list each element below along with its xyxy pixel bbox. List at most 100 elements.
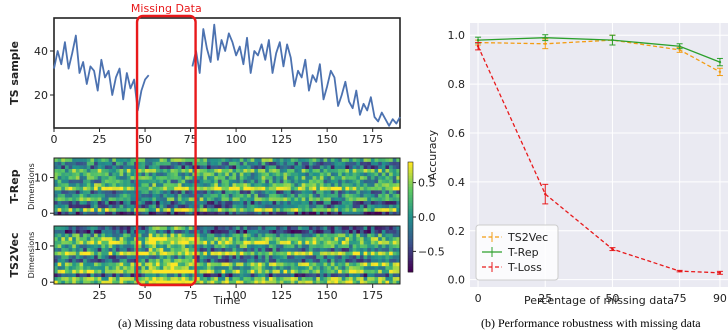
ts2vec-heat-cell-r2-c33 <box>174 273 179 278</box>
trep-heat-cell-r0-c41 <box>203 211 208 216</box>
trep-heat-cell-r8-c80 <box>345 182 350 187</box>
trep-heat-cell-r3-c82 <box>352 200 357 205</box>
trep-heat-cell-r8-c26 <box>148 182 153 187</box>
trep-heat-cell-r7-c3 <box>64 186 69 191</box>
ts2vec-heat-cell-r11-c47 <box>225 240 230 245</box>
colorbar-step-36 <box>408 261 413 265</box>
ts2vec-heat-cell-r7-c25 <box>145 255 149 259</box>
trep-heat-cell-r5-c25 <box>145 193 149 198</box>
ts2vec-heat-cell-r9-c40 <box>199 247 204 252</box>
ts2vec-heat-cell-r9-c44 <box>214 247 219 252</box>
trep-heat-cell-r14-c84 <box>359 161 364 166</box>
ts2vec-heat-cell-r15-c48 <box>228 226 233 230</box>
trep-heat-cell-r7-c57 <box>261 186 266 191</box>
ts2vec-heat-cell-r3-c88 <box>374 269 379 274</box>
ts2vec-heat-cell-r15-c16 <box>112 226 117 230</box>
trep-heat-cell-r3-c90 <box>381 200 386 205</box>
trep-heat-cell-r12-c67 <box>298 168 302 173</box>
trep-heat-cell-r4-c91 <box>385 197 390 202</box>
trep-heat-cell-r7-c21 <box>130 186 135 191</box>
ts2vec-heat-cell-r5-c33 <box>174 262 179 267</box>
trep-heat-cell-r10-c31 <box>166 175 171 180</box>
ts2vec-heat-cell-r3-c38 <box>192 269 197 274</box>
ts2vec-heat-cell-r1-c86 <box>367 276 372 281</box>
trep-heat-cell-r0-c11 <box>94 211 98 216</box>
ts2vec-heat-cell-r15-c20 <box>126 226 131 230</box>
trep-heat-cell-r4-c7 <box>79 197 84 202</box>
trep-heat-cell-r11-c10 <box>90 172 95 177</box>
ts2vec-heat-cell-r5-c37 <box>188 262 193 267</box>
ts2vec-heat-cell-r2-c70 <box>308 273 313 278</box>
trep-heat-cell-r12-c93 <box>392 168 397 173</box>
trep-heat-cell-r12-c94 <box>396 168 401 173</box>
trep-heat-cell-r5-c74 <box>323 193 328 198</box>
ts2vec-heat-cell-r4-c0 <box>54 265 58 270</box>
trep-heat-cell-r12-c72 <box>316 168 321 173</box>
trep-heat-cell-r13-c35 <box>181 165 186 169</box>
trep-heat-cell-r0-c50 <box>236 211 241 216</box>
trep-heat-cell-r10-c28 <box>155 175 160 180</box>
trep-heat-cell-r3-c53 <box>247 200 251 205</box>
trep-heat-cell-r11-c4 <box>68 172 73 177</box>
trep-heat-cell-r12-c53 <box>247 168 251 173</box>
ts2vec-heat-cell-r7-c21 <box>130 255 135 259</box>
ts2vec-heat-cell-r10-c64 <box>287 244 292 249</box>
ts2vec-heat-cell-r10-c7 <box>79 244 84 249</box>
trep-heat-cell-r9-c25 <box>145 179 149 184</box>
trep-heat-cell-r6-c64 <box>287 190 292 194</box>
trep-heat-cell-r3-c68 <box>301 200 306 205</box>
ts2vec-heat-cell-r12-c37 <box>188 236 193 241</box>
trep-heat-cell-r8-c72 <box>316 182 321 187</box>
trep-heat-cell-r3-c81 <box>349 200 353 205</box>
trep-heat-cell-r4-c51 <box>239 197 244 202</box>
ts2vec-heat-cell-r5-c1 <box>57 262 62 267</box>
ts2vec-heat-cell-r14-c72 <box>316 229 321 234</box>
trep-heat-cell-r8-c77 <box>334 182 339 187</box>
ts2vec-heat-cell-r14-c54 <box>250 229 255 234</box>
trep-heat-cell-r0-c40 <box>199 211 204 216</box>
ts2vec-heat-cell-r13-c3 <box>64 233 69 238</box>
trep-heat-cell-r1-c35 <box>181 207 186 212</box>
ts2vec-heat-cell-r15-c56 <box>257 226 262 230</box>
ts2vec-heat-cell-r7-c71 <box>312 255 317 259</box>
ts2vec-heat-cell-r11-c66 <box>294 240 299 245</box>
ts2vec-heat-cell-r9-c27 <box>152 247 157 252</box>
trep-heat-cell-r10-c55 <box>254 175 259 180</box>
trep-heat-cell-r8-c37 <box>188 182 193 187</box>
trep-heat-cell-r5-c76 <box>330 193 335 198</box>
ts2vec-heat-cell-r13-c47 <box>225 233 230 238</box>
ts2vec-heat-cell-r7-c46 <box>221 255 226 259</box>
ts2vec-heat-cell-r10-c1 <box>57 244 62 249</box>
trep-heat-cell-r14-c28 <box>155 161 160 166</box>
trep-heat-cell-r10-c65 <box>290 175 295 180</box>
trep-heat-cell-r6-c86 <box>367 190 372 194</box>
trep-heat-cell-r11-c57 <box>261 172 266 177</box>
trep-heat-cell-r11-c16 <box>112 172 117 177</box>
trep-heat-cell-r6-c50 <box>236 190 241 194</box>
trep-heat-cell-r15-c31 <box>166 158 171 162</box>
trep-heat-cell-r1-c25 <box>145 207 149 212</box>
ts2vec-heat-cell-r14-c7 <box>79 229 84 234</box>
trep-heat-cell-r12-c70 <box>308 168 313 173</box>
ts2vec-heat-cell-r6-c53 <box>247 258 251 263</box>
ts2vec-heat-cell-r14-c65 <box>290 229 295 234</box>
trep-heat-cell-r6-c29 <box>159 190 164 194</box>
ts2vec-heat-cell-r3-c90 <box>381 269 386 274</box>
ts-y-tick-label-1: 40 <box>34 45 48 58</box>
ts2vec-heat-cell-r6-c13 <box>101 258 106 263</box>
ts2vec-heat-cell-r10-c12 <box>97 244 102 249</box>
trep-heat-cell-r8-c44 <box>214 182 219 187</box>
trep-heat-cell-r8-c9 <box>86 182 91 187</box>
ts2vec-heat-cell-r5-c92 <box>389 262 394 267</box>
ts2vec-heat-cell-r15-c65 <box>290 226 295 230</box>
ts2vec-heat-cell-r9-c71 <box>312 247 317 252</box>
ts2vec-heat-cell-r11-c87 <box>370 240 375 245</box>
ts2vec-heat-cell-r1-c47 <box>225 276 230 281</box>
ts2vec-heat-cell-r3-c44 <box>214 269 219 274</box>
trep-heat-cell-r4-c17 <box>115 197 120 202</box>
ts2vec-heat-cell-r8-c41 <box>203 251 208 256</box>
ts2vec-heat-cell-r2-c83 <box>356 273 361 278</box>
ts2vec-heat-cell-r2-c91 <box>385 273 390 278</box>
ts2vec-heat-cell-r8-c60 <box>272 251 277 256</box>
colorbar-step-4 <box>408 173 413 177</box>
